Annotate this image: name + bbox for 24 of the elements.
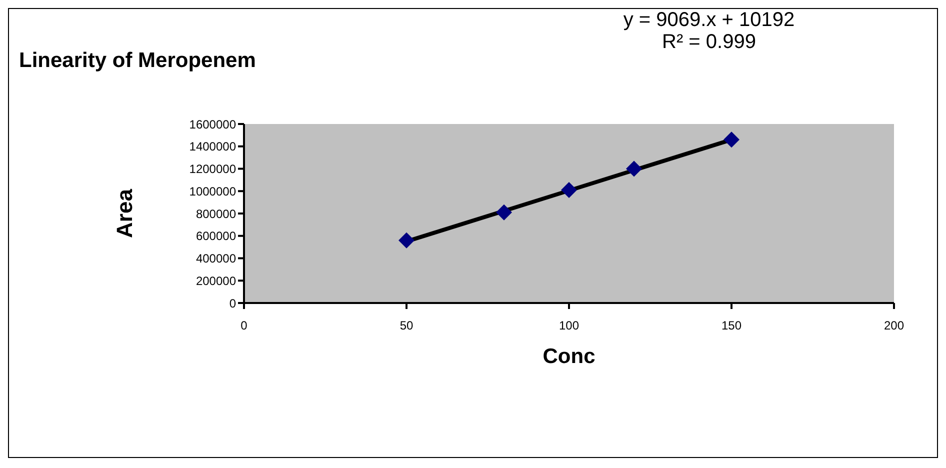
y-tick-label: 1000000 bbox=[189, 184, 236, 198]
y-tick-label: 800000 bbox=[196, 206, 236, 221]
text: R² = 0.999 bbox=[661, 31, 757, 53]
x-tick-label: 50 bbox=[400, 318, 414, 333]
x-axis-title: Conc bbox=[542, 345, 596, 368]
y-tick-label: 600000 bbox=[196, 229, 236, 244]
point bbox=[496, 204, 512, 220]
x-tick-label: 100 bbox=[558, 318, 580, 333]
x-tick-label: 150 bbox=[721, 318, 742, 333]
text: y = 9069.x + 10192 bbox=[622, 9, 796, 31]
x-tick-label: 0 bbox=[240, 318, 248, 333]
x-tick-label: 200 bbox=[884, 318, 904, 333]
y-tick-label: 400000 bbox=[196, 252, 236, 266]
chart-title: Linearity of Meropenem bbox=[19, 49, 256, 73]
y-tick-label: 1400000 bbox=[189, 140, 236, 154]
y-axis-title: Area bbox=[112, 188, 137, 238]
y-tick-label: 1600000 bbox=[189, 117, 236, 132]
y-tick-label: 0 bbox=[229, 296, 236, 310]
point bbox=[561, 182, 577, 198]
y-tick-label: 1200000 bbox=[189, 162, 236, 176]
point bbox=[398, 232, 414, 248]
point bbox=[724, 132, 740, 148]
y-tick-label: 200000 bbox=[196, 274, 236, 288]
point bbox=[626, 160, 642, 177]
